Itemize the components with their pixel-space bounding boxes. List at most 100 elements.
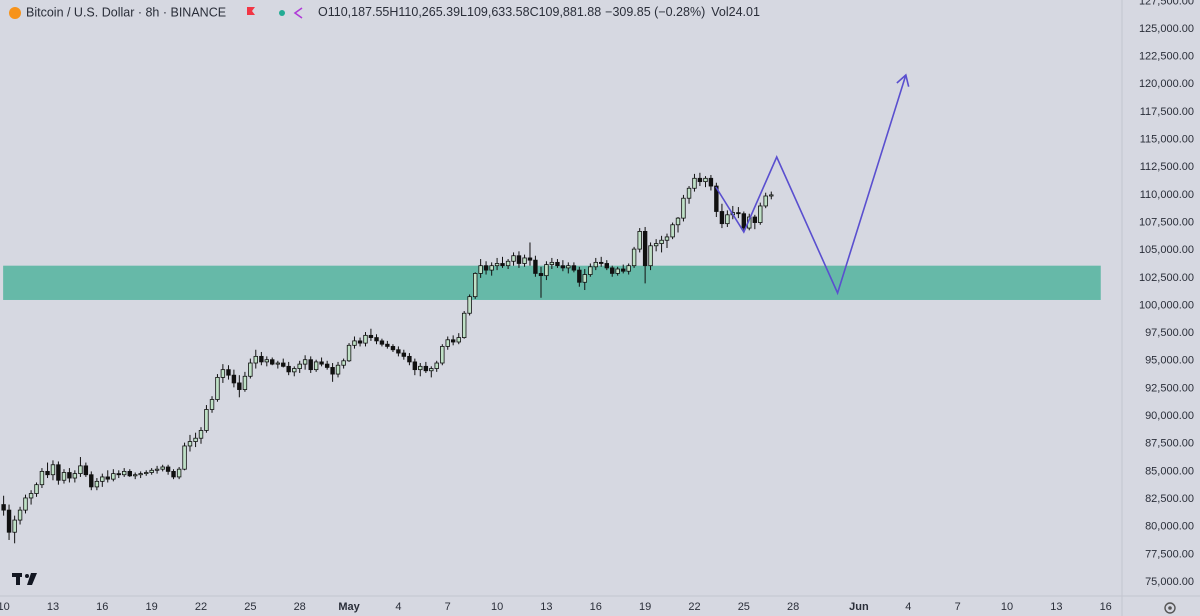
- y-tick-label: 112,500.00: [1140, 161, 1194, 173]
- candle-body: [714, 185, 719, 212]
- candle-body: [127, 471, 132, 477]
- candle-body: [418, 365, 423, 371]
- candle-body: [522, 257, 527, 264]
- candle-body: [330, 367, 335, 375]
- y-tick-label: 87,500.00: [1145, 438, 1194, 450]
- candle-body: [264, 359, 269, 363]
- candle-body: [489, 265, 494, 271]
- candle-body: [313, 361, 319, 371]
- candle-body: [637, 230, 642, 250]
- candle-body: [593, 261, 598, 268]
- candle-body: [292, 368, 297, 373]
- x-tick-label: 13: [1050, 601, 1062, 613]
- candle-body: [226, 369, 231, 376]
- candle-body: [182, 445, 187, 470]
- candle-body: [302, 359, 308, 365]
- candle-body: [763, 195, 768, 207]
- candle-body: [204, 409, 209, 431]
- candle-body: [368, 334, 374, 338]
- candle-body: [473, 273, 478, 298]
- candle-body: [209, 399, 215, 410]
- candle-body: [725, 214, 730, 225]
- x-tick-label: 16: [590, 601, 602, 613]
- volume-value: 24.01: [729, 5, 760, 19]
- x-tick-label: 16: [1100, 601, 1112, 613]
- candle-body: [12, 519, 17, 533]
- candle-body: [6, 509, 12, 533]
- ohlc-value: 109,633.58: [467, 5, 530, 19]
- y-tick-label: 120,000.00: [1139, 78, 1194, 90]
- candle-body: [259, 355, 264, 363]
- y-tick-label: 75,000.00: [1145, 576, 1194, 588]
- candle-body: [599, 261, 604, 264]
- candle-body: [445, 339, 450, 347]
- y-tick-label: 90,000.00: [1145, 410, 1194, 422]
- candle-body: [708, 177, 714, 187]
- candle-body: [675, 217, 681, 226]
- tv-logo: [12, 573, 37, 585]
- x-tick-label: 22: [195, 601, 207, 613]
- candle-body: [670, 224, 675, 238]
- candle-body: [741, 213, 747, 229]
- y-tick-label: 100,000.00: [1139, 299, 1194, 311]
- support-zone: [3, 265, 1101, 300]
- candle-body: [89, 474, 94, 488]
- candle-body: [560, 265, 566, 269]
- candle-body: [363, 334, 368, 344]
- candle-body: [116, 473, 121, 476]
- candle-body: [275, 362, 281, 365]
- candle-body: [187, 441, 193, 447]
- candle-body: [500, 263, 505, 267]
- ohlc-label: O: [318, 5, 328, 19]
- candle-body: [78, 465, 83, 475]
- x-tick-label: 19: [146, 601, 158, 613]
- settings-icon[interactable]: [1164, 602, 1176, 614]
- x-tick-label: 4: [905, 601, 911, 613]
- candle-body: [193, 437, 198, 442]
- candle-body: [67, 472, 72, 479]
- candle-body: [242, 375, 248, 390]
- flag-icon[interactable]: [247, 7, 255, 15]
- x-tick-label: 7: [955, 601, 961, 613]
- y-tick-label: 122,500.00: [1139, 51, 1194, 63]
- candle-body: [231, 374, 237, 384]
- change: −309.85 (−0.28%): [605, 5, 705, 19]
- candle-body: [237, 382, 242, 390]
- candle-body: [549, 261, 555, 265]
- candle-body: [198, 430, 204, 439]
- candle-body: [149, 469, 154, 473]
- candle-body: [357, 340, 363, 344]
- candle-body: [566, 265, 571, 269]
- y-tick-label: 92,500.00: [1145, 382, 1194, 394]
- candle-body: [769, 194, 774, 197]
- ohlc-label: L: [460, 5, 467, 19]
- x-tick-label: 25: [738, 601, 750, 613]
- candle-body: [45, 471, 50, 476]
- candle-body: [527, 257, 533, 261]
- candle-body: [341, 360, 346, 366]
- y-tick-label: 117,500.00: [1140, 106, 1194, 118]
- candle-body: [215, 376, 220, 400]
- ohlc-label: C: [530, 5, 539, 19]
- candle-body: [653, 243, 659, 247]
- x-tick-label: 16: [96, 601, 108, 613]
- candle-body: [176, 468, 182, 478]
- ohlc-value: 110,265.39: [398, 5, 460, 19]
- projection-arrowhead: [896, 73, 910, 87]
- volume-label: Vol: [711, 5, 728, 19]
- candle-body: [253, 355, 258, 364]
- indicator-icon[interactable]: [293, 7, 303, 19]
- candle-body: [111, 473, 116, 480]
- x-tick-label: 13: [540, 601, 552, 613]
- candle-body: [483, 265, 489, 271]
- candle-body: [692, 177, 697, 189]
- candle-body: [286, 365, 291, 373]
- candle-body: [39, 471, 45, 486]
- candle-body: [281, 362, 286, 367]
- y-tick-label: 82,500.00: [1145, 493, 1194, 505]
- x-tick-label: 10: [1001, 601, 1013, 613]
- candle-body: [686, 187, 692, 199]
- candle-body: [511, 255, 516, 262]
